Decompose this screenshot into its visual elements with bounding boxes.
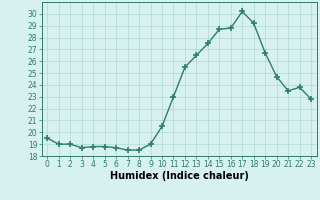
X-axis label: Humidex (Indice chaleur): Humidex (Indice chaleur) bbox=[110, 171, 249, 181]
